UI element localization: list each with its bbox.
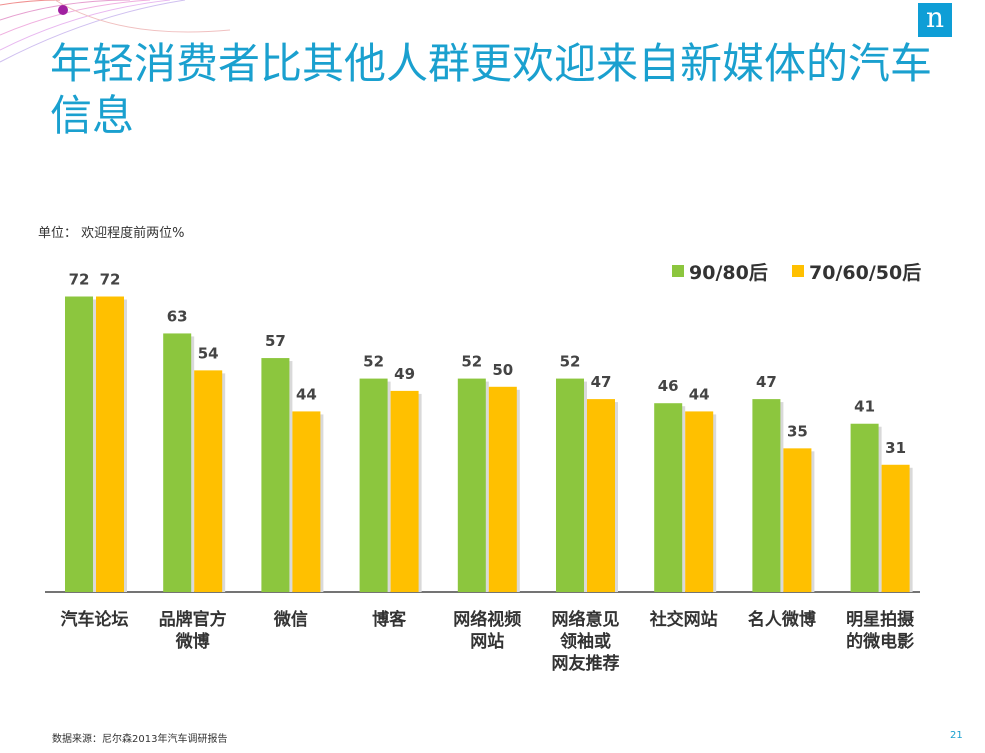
- bar-young-8: [850, 423, 879, 592]
- bar-young-6: [654, 403, 683, 592]
- bar-young-1: [163, 333, 192, 592]
- bar-old-8: [881, 464, 910, 592]
- bar-value-label: 46: [658, 377, 679, 395]
- source-note: 数据来源：尼尔森2013年汽车调研报告: [52, 734, 228, 745]
- bar-old-1: [194, 370, 223, 592]
- category-label: 微信: [273, 609, 308, 630]
- bar-value-label: 41: [854, 398, 875, 416]
- bar-old-6: [685, 411, 714, 592]
- bar-value-label: 44: [689, 385, 710, 403]
- bar-old-0: [96, 296, 124, 592]
- bar-old-3: [390, 390, 419, 592]
- bar-value-label: 54: [198, 344, 219, 362]
- category-label: 网友推荐: [552, 653, 620, 674]
- category-label: 社交网站: [649, 609, 718, 630]
- bar-young-2: [261, 358, 290, 592]
- legend-label-1: 70/60/50后: [809, 262, 921, 284]
- legend-swatch-1: [792, 265, 804, 277]
- category-label: 博客: [372, 609, 407, 630]
- bar-value-label: 31: [885, 439, 906, 457]
- bar-value-label: 72: [100, 271, 121, 289]
- category-label: 品牌官方: [159, 609, 227, 630]
- category-label: 明星拍摄: [846, 609, 915, 630]
- bar-old-2: [292, 411, 321, 592]
- nielsen-logo: n: [918, 3, 952, 37]
- bar-young-4: [457, 378, 486, 592]
- category-label: 的微电影: [846, 631, 914, 652]
- page-number: 21: [950, 730, 963, 741]
- bar-value-label: 52: [560, 353, 581, 371]
- bar-young-0: [65, 296, 93, 592]
- bar-value-label: 44: [296, 385, 317, 403]
- bar-old-5: [587, 399, 615, 592]
- bar-value-label: 72: [69, 271, 90, 289]
- category-label: 网站: [470, 631, 504, 652]
- bar-value-label: 47: [591, 373, 612, 391]
- bar-value-label: 35: [787, 422, 808, 440]
- bar-value-label: 49: [394, 365, 415, 383]
- category-label: 名人微博: [748, 609, 816, 630]
- unit-note: 单位： 欢迎程度前两位%: [38, 226, 185, 241]
- category-label: 汽车论坛: [61, 609, 129, 630]
- bar-young-7: [752, 399, 781, 592]
- category-label: 微博: [175, 631, 210, 652]
- bar-value-label: 50: [492, 361, 513, 379]
- bar-young-5: [556, 378, 584, 592]
- category-label: 领袖或: [560, 631, 611, 652]
- bar-old-7: [783, 448, 812, 592]
- legend-label-0: 90/80后: [689, 262, 768, 284]
- bar-value-label: 52: [363, 353, 384, 371]
- page-title: 年轻消费者比其他人群更欢迎来自新媒体的汽车信息: [50, 39, 933, 140]
- bar-value-label: 63: [167, 307, 188, 325]
- category-label: 网络意见: [552, 609, 620, 630]
- bar-young-3: [359, 378, 388, 592]
- bar-old-4: [488, 386, 517, 592]
- legend-swatch-0: [672, 265, 684, 277]
- bar-value-label: 57: [265, 332, 286, 350]
- category-label: 网络视频: [453, 609, 521, 630]
- bar-value-label: 52: [461, 353, 482, 371]
- bar-value-label: 47: [756, 373, 777, 391]
